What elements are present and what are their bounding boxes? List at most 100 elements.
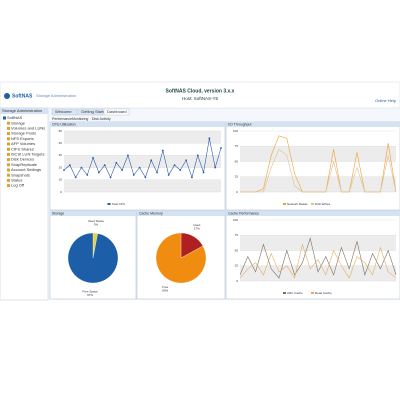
y-tick-label: 100 bbox=[233, 129, 238, 133]
nav-icon bbox=[7, 137, 10, 141]
y-tick-label: 25 bbox=[235, 264, 239, 268]
legend-label: Disk Writes bbox=[315, 202, 331, 206]
point bbox=[127, 154, 129, 157]
y-tick-label: 75 bbox=[235, 144, 239, 148]
grid-band bbox=[240, 146, 396, 162]
point bbox=[109, 176, 112, 179]
point bbox=[220, 147, 222, 149]
nav-icon bbox=[7, 184, 10, 188]
slice-value: 97% bbox=[87, 293, 93, 297]
nav-item[interactable]: Storage Pools bbox=[11, 131, 36, 136]
nav-item[interactable]: CIFS Shares bbox=[11, 146, 34, 151]
title: SoftNAS Cloud, version 3.x.x bbox=[166, 88, 235, 94]
nav-icon bbox=[7, 178, 10, 182]
point bbox=[202, 171, 205, 174]
nav-item[interactable]: Snapshots bbox=[11, 172, 30, 177]
grid-band bbox=[240, 250, 396, 266]
y-tick-label: 40 bbox=[59, 141, 63, 145]
legend-swatch bbox=[283, 203, 286, 205]
point bbox=[191, 176, 193, 179]
nav-icon bbox=[7, 168, 10, 172]
panel-title: I/O Throughput bbox=[228, 123, 252, 127]
nav-item[interactable]: iSCSI LUN Targets bbox=[11, 151, 45, 156]
y-tick-label: 30 bbox=[59, 153, 63, 157]
nav-icon bbox=[3, 116, 6, 120]
subtab-label[interactable]: Performance bbox=[52, 117, 72, 121]
panel-header bbox=[137, 211, 225, 216]
tab[interactable] bbox=[51, 108, 78, 116]
y-tick-label: 100 bbox=[233, 218, 238, 222]
legend-label: Total CPU bbox=[112, 202, 126, 206]
line bbox=[239, 243, 397, 279]
nav-icon bbox=[7, 126, 10, 130]
slice-label: Used Space bbox=[88, 219, 105, 223]
nav-item[interactable]: Disk Devices bbox=[11, 157, 34, 162]
point bbox=[156, 171, 158, 174]
pie-slice bbox=[155, 232, 207, 284]
point bbox=[208, 137, 211, 140]
tab-label[interactable]: Getting Started bbox=[81, 109, 108, 114]
nav-item[interactable]: Storage bbox=[11, 120, 26, 125]
tab[interactable] bbox=[77, 108, 104, 116]
nav-item[interactable]: NFS Exports bbox=[11, 136, 34, 141]
grid-band bbox=[240, 161, 396, 177]
nav-item[interactable]: Account Settings bbox=[11, 167, 41, 172]
point bbox=[97, 171, 100, 174]
panel-title: Cache Memory bbox=[139, 212, 163, 216]
nav-item[interactable]: AFP Volumes bbox=[11, 141, 35, 146]
point bbox=[214, 166, 217, 169]
subtab-label[interactable]: Monitoring bbox=[72, 117, 88, 121]
point bbox=[138, 166, 141, 169]
nav-item[interactable]: Volumes and LUNs bbox=[11, 125, 45, 130]
slice-value: 83% bbox=[162, 289, 168, 293]
slice-label: Free Space bbox=[82, 290, 98, 294]
point bbox=[80, 166, 83, 169]
grid-band bbox=[240, 235, 396, 251]
grid-band bbox=[240, 176, 396, 192]
product: Storage Administration bbox=[36, 93, 76, 98]
nav-item[interactable]: SnapReplicate bbox=[11, 162, 38, 167]
slice-value: 17% bbox=[194, 227, 200, 231]
legend-swatch bbox=[311, 203, 314, 205]
point bbox=[196, 154, 199, 157]
panel-header bbox=[226, 211, 400, 216]
point bbox=[132, 174, 135, 176]
panel-title: CPU Utilization bbox=[52, 123, 76, 127]
nav-icon bbox=[7, 121, 10, 125]
tab-label[interactable]: Welcome bbox=[55, 109, 72, 114]
point bbox=[92, 156, 94, 159]
panel-title: Cache Performance bbox=[228, 212, 259, 216]
legend-label: Read Cache bbox=[315, 291, 332, 295]
grid-band bbox=[64, 155, 221, 168]
help-link[interactable]: Online Help bbox=[375, 98, 397, 103]
nav-item[interactable]: Status bbox=[11, 177, 22, 182]
grid-band bbox=[64, 167, 221, 180]
line bbox=[239, 237, 397, 279]
point bbox=[103, 164, 106, 167]
line bbox=[63, 138, 222, 179]
y-tick-label: 25 bbox=[235, 175, 239, 179]
y-tick-label: 10 bbox=[59, 178, 63, 182]
nav-item[interactable]: SoftNAS bbox=[7, 115, 23, 120]
subtab-label[interactable]: Disk Activity bbox=[92, 117, 111, 121]
y-tick-label: 20 bbox=[59, 165, 63, 169]
grid-band bbox=[240, 131, 396, 147]
y-tick-label: 50 bbox=[235, 248, 239, 252]
y-tick-label: 0 bbox=[60, 190, 62, 194]
nav-item[interactable]: Log Off bbox=[11, 183, 25, 188]
y-tick-label: 0 bbox=[236, 190, 238, 194]
grid-band bbox=[240, 220, 396, 236]
tab[interactable] bbox=[103, 108, 130, 116]
y-tick-label: 50 bbox=[59, 129, 63, 133]
y-tick-label: 50 bbox=[235, 159, 239, 163]
point bbox=[150, 159, 153, 162]
tab-label[interactable]: Dashboard bbox=[107, 109, 127, 114]
panel-title: Storage bbox=[52, 212, 64, 216]
logo-icon bbox=[4, 93, 10, 99]
nav-title: Storage Administration bbox=[2, 108, 42, 113]
slice-label: Free bbox=[162, 285, 169, 289]
panel-header bbox=[50, 122, 225, 127]
y-tick-label: 75 bbox=[235, 233, 239, 237]
grid-band bbox=[240, 265, 396, 281]
